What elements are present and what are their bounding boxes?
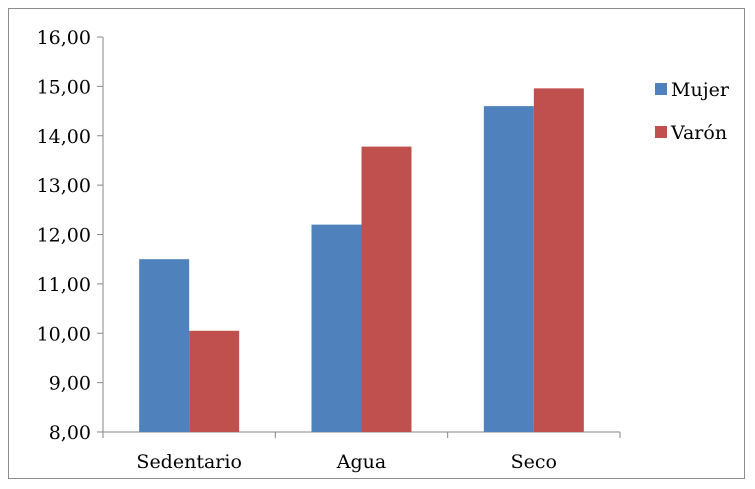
y-tick-label: 8,00 bbox=[49, 422, 91, 444]
legend-swatch bbox=[655, 126, 667, 138]
bars bbox=[139, 88, 584, 433]
y-tick-label: 13,00 bbox=[37, 175, 91, 197]
bar-mujer bbox=[483, 106, 534, 432]
y-tick-label: 16,00 bbox=[37, 27, 91, 49]
x-tick-label: Sedentario bbox=[136, 451, 241, 473]
x-tick-label: Seco bbox=[511, 451, 557, 473]
bar-varón bbox=[189, 330, 240, 432]
y-tick-label: 12,00 bbox=[37, 225, 91, 247]
bar-mujer bbox=[311, 224, 362, 432]
y-tick-label: 14,00 bbox=[37, 126, 91, 148]
legend: Mujer Varón bbox=[655, 79, 730, 144]
bar-mujer bbox=[139, 259, 190, 432]
y-tick-label: 15,00 bbox=[37, 76, 91, 98]
tick-labels: 8,00 9,00 10,00 11,00 12,00 13,00 14,00 15,00 16… bbox=[37, 27, 557, 473]
legend-swatch bbox=[655, 83, 667, 95]
legend-label: Varón bbox=[670, 122, 727, 144]
x-tick-label: Agua bbox=[336, 451, 386, 473]
y-tick-label: 11,00 bbox=[37, 274, 91, 296]
y-tick-label: 9,00 bbox=[49, 373, 91, 395]
bar-varón bbox=[533, 88, 584, 432]
y-tick-label: 10,00 bbox=[37, 323, 91, 345]
bar-varón bbox=[361, 146, 412, 433]
legend-label: Mujer bbox=[671, 79, 730, 101]
